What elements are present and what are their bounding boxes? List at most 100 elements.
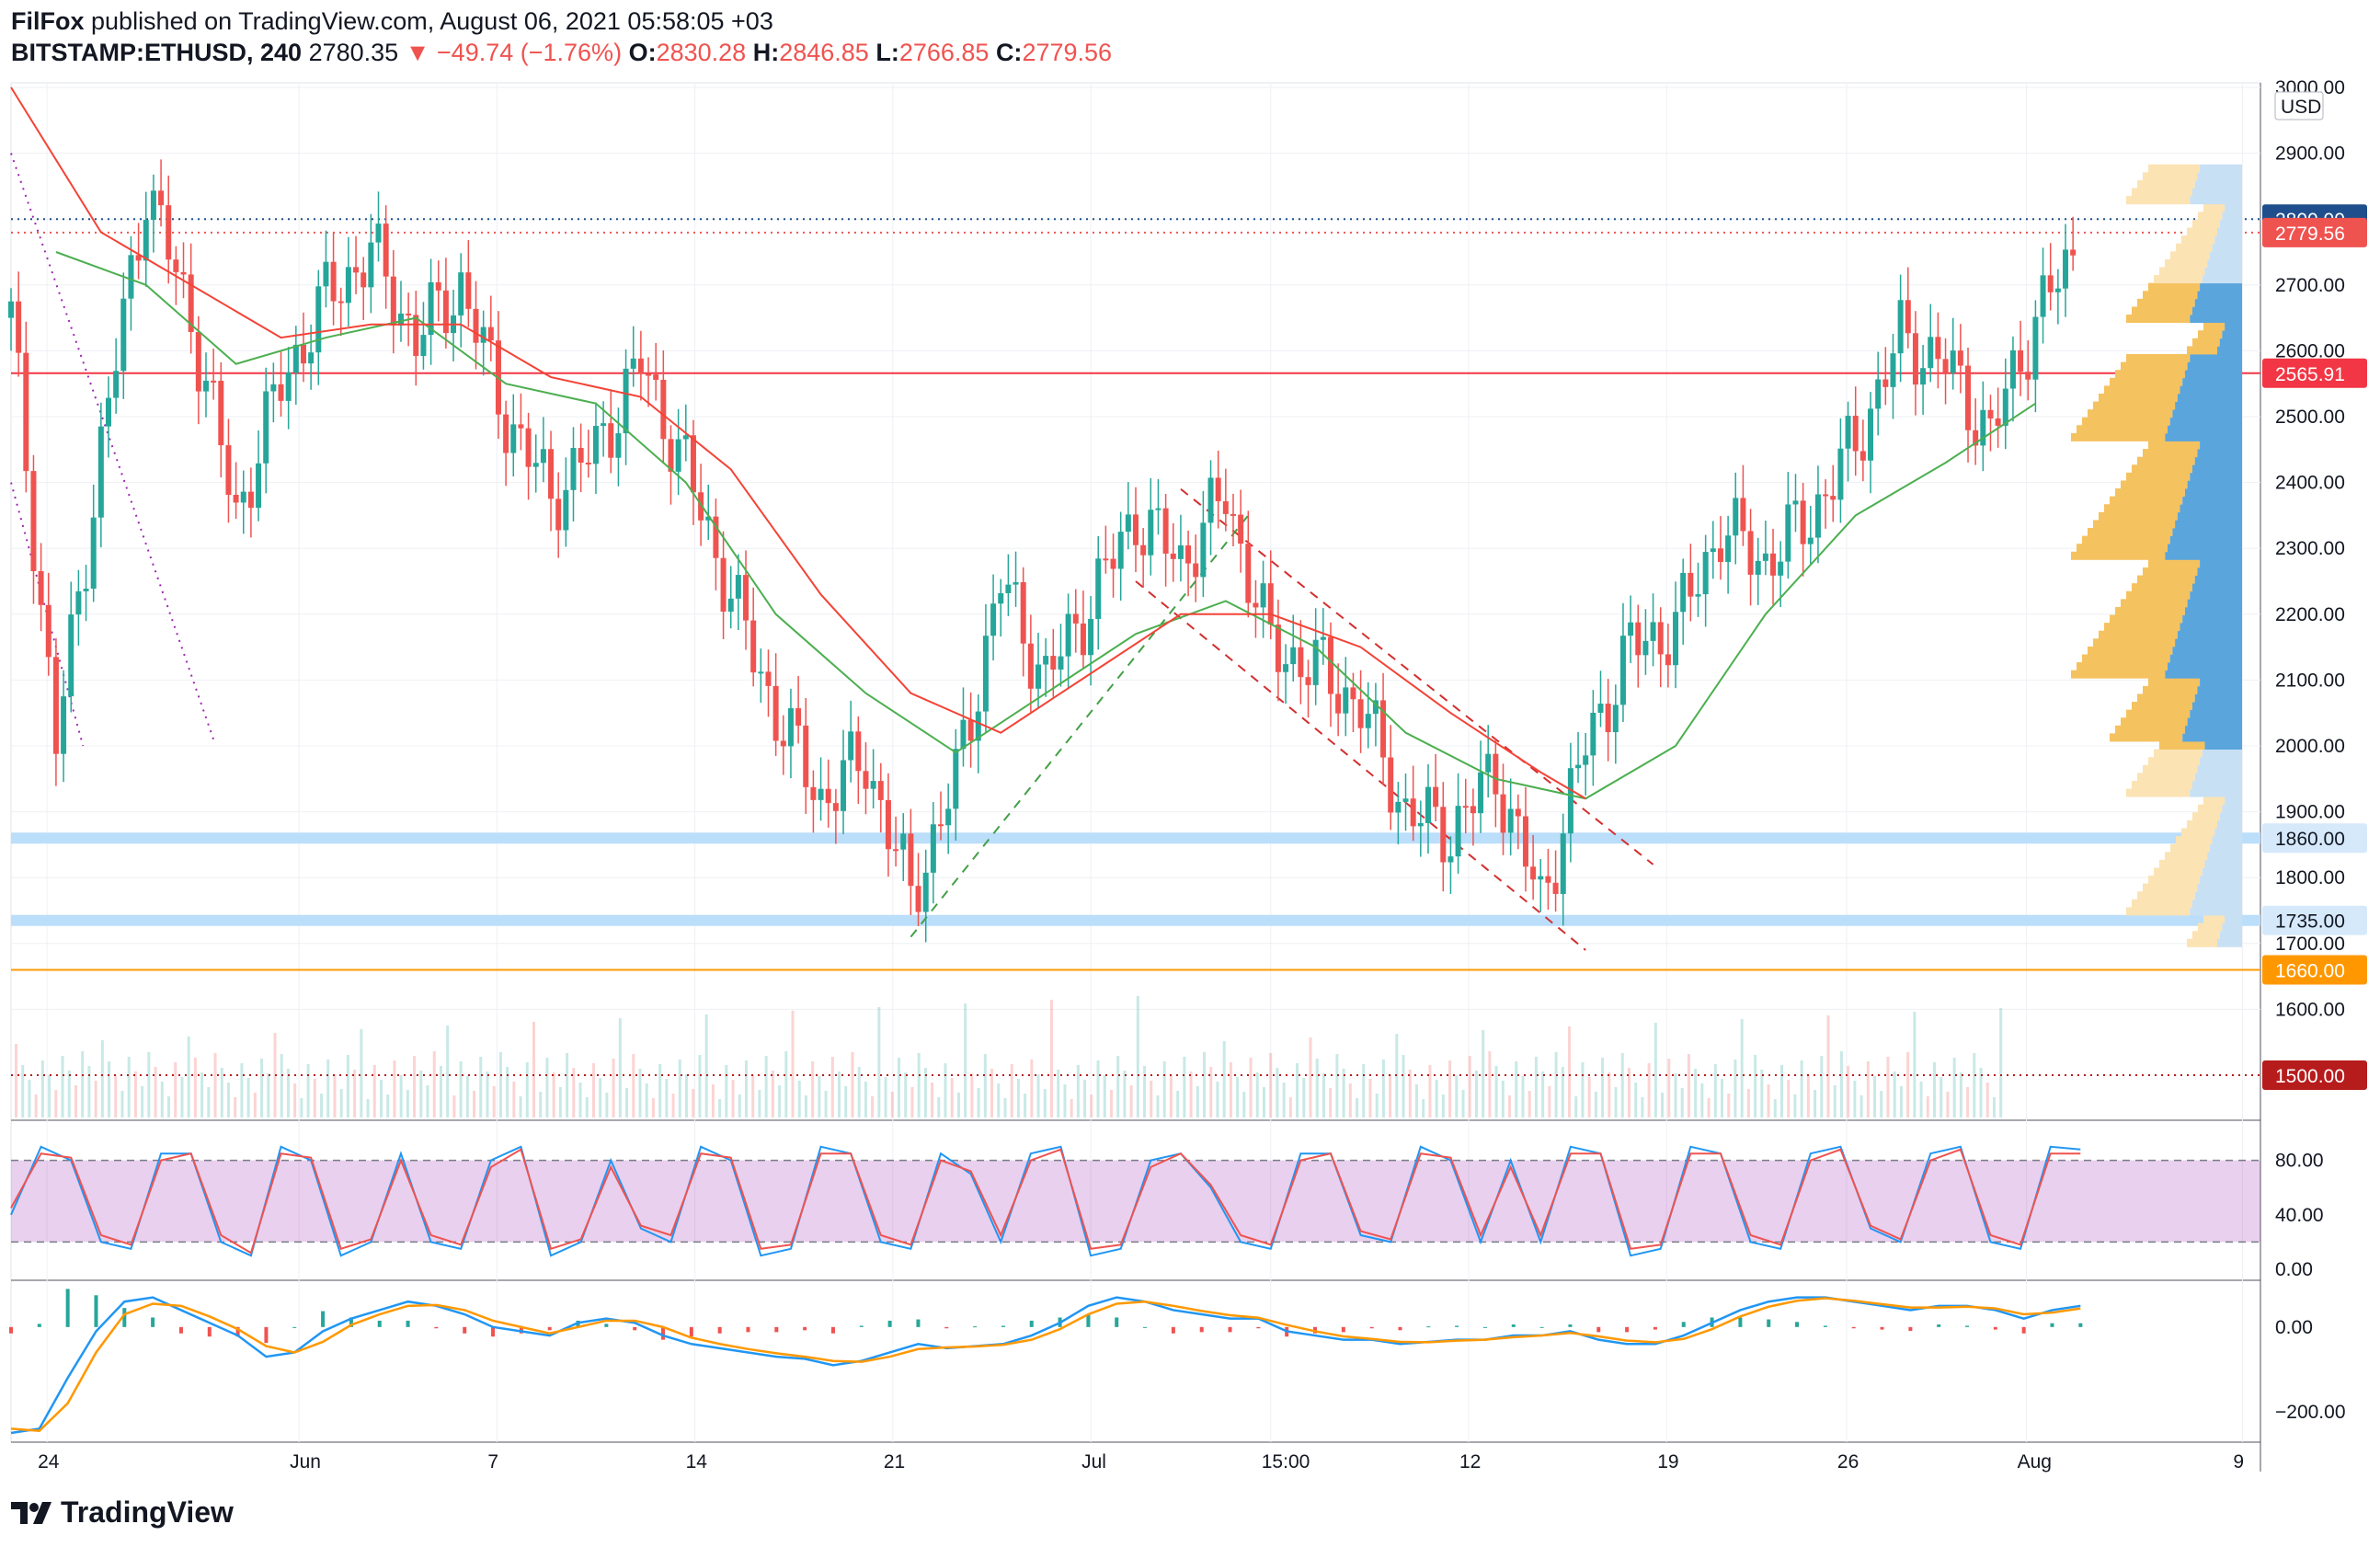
candle-body: [1920, 368, 1927, 385]
candle-body: [1500, 794, 1506, 833]
volume-bar: [1010, 1064, 1013, 1117]
volume-bar: [804, 1095, 807, 1117]
candle-body: [2063, 249, 2069, 289]
volume-profile-bar: [2143, 883, 2198, 892]
candle-body: [202, 380, 209, 392]
volume-bar: [1329, 1088, 1333, 1117]
volume-profile-bar: [2207, 258, 2242, 268]
volume-profile-bar: [2200, 678, 2242, 687]
volume-bar: [1414, 1084, 1418, 1117]
volume-bar: [1474, 1071, 1478, 1117]
volume-bar: [864, 1082, 867, 1117]
candle-body: [945, 808, 952, 826]
candle-body: [442, 290, 449, 334]
candle-body: [195, 331, 201, 392]
volume-bar: [1030, 1060, 1034, 1117]
candle-body: [1792, 500, 1799, 505]
volume-profile-bar: [2192, 702, 2242, 711]
macd-series-line: [10, 1297, 2081, 1432]
volume-profile-bar: [2190, 472, 2242, 481]
volume-profile-bar: [2209, 251, 2242, 260]
candle-body: [1148, 510, 1154, 556]
volume-profile-bar: [2104, 623, 2180, 632]
volume-profile-bar: [2192, 338, 2220, 347]
volume-bar: [990, 1069, 994, 1117]
candle-body: [1897, 300, 1904, 354]
macd-histogram-bar: [1596, 1326, 1601, 1333]
volume-profile-bar: [2165, 432, 2242, 441]
macd-histogram-bar: [207, 1326, 212, 1337]
volume-bar: [1090, 1094, 1093, 1117]
macd-histogram-bar: [1256, 1326, 1261, 1329]
candle-body: [1388, 757, 1394, 813]
price-level-label: 1660.00: [2275, 960, 2345, 981]
candle-body: [1462, 806, 1469, 808]
volume-bar: [234, 1097, 237, 1117]
candle-body: [1283, 664, 1289, 672]
candle-body: [487, 327, 494, 341]
time-tick-label: 21: [884, 1451, 905, 1473]
candle-body: [1650, 622, 1656, 641]
candle-body: [1957, 350, 1963, 366]
volume-bar: [67, 1071, 71, 1117]
candle-body: [758, 671, 764, 674]
volume-bar: [572, 1068, 576, 1117]
volume-profile-bar: [2184, 725, 2242, 734]
volume-bar: [1773, 1099, 1777, 1117]
author-name[interactable]: FilFox: [11, 7, 85, 35]
candle-body: [803, 725, 809, 787]
price-tick-label: 1700.00: [2275, 934, 2345, 955]
volume-bar: [393, 1060, 396, 1117]
volume-bar: [1793, 1094, 1797, 1117]
volume-bar: [950, 1078, 954, 1117]
volume-bar: [890, 1092, 894, 1117]
volume-bar: [193, 1058, 197, 1117]
volume-profile-bar: [2197, 685, 2242, 694]
volume-bar: [838, 1071, 841, 1117]
volume-profile-bar: [2217, 819, 2242, 829]
macd-histogram-bar: [2078, 1323, 2083, 1327]
volume-profile-bar: [2190, 590, 2242, 600]
volume-profile-bar: [2190, 353, 2242, 362]
volume-bar: [897, 1058, 900, 1117]
macd-histogram-bar: [1993, 1326, 1997, 1330]
candle-body: [1755, 560, 1761, 575]
volume-bar: [1024, 1094, 1027, 1117]
price-change: ▼ −49.74 (−1.76%): [405, 39, 623, 66]
macd-histogram-bar: [1455, 1325, 1459, 1327]
candle-body: [1965, 365, 1972, 430]
volume-bar: [1581, 1062, 1585, 1117]
volume-profile-bar: [2225, 915, 2242, 924]
candle-body: [893, 849, 899, 852]
volume-bar: [931, 1083, 934, 1117]
volume-bar: [784, 1051, 788, 1117]
volume-bar: [1508, 1095, 1512, 1117]
volume-bar: [406, 1090, 409, 1117]
candle-body: [1628, 622, 1634, 636]
volume-bar: [997, 1083, 1001, 1117]
candle-body: [1882, 379, 1889, 387]
volume-bar: [956, 1093, 960, 1117]
candle-body: [855, 731, 862, 772]
candle-body: [750, 620, 757, 673]
candle-body: [1343, 687, 1349, 714]
candle-body: [713, 516, 719, 558]
symbol-label[interactable]: BITSTAMP:ETHUSD, 240: [11, 39, 303, 66]
volume-bar: [40, 1060, 44, 1117]
candle-body: [1245, 544, 1252, 603]
volume-bar: [1441, 1094, 1445, 1117]
candle-body: [173, 259, 179, 272]
candle-body: [2018, 350, 2024, 372]
candle-body: [375, 223, 382, 243]
macd-histogram-bar: [1341, 1326, 1345, 1333]
candle-body: [1980, 409, 1986, 446]
volume-bar: [758, 1090, 761, 1117]
candle-body: [1103, 558, 1109, 561]
volume-bar: [15, 1044, 17, 1117]
candle-body: [660, 379, 667, 440]
candle-body: [1905, 300, 1911, 334]
candle-body: [900, 833, 907, 850]
macd-histogram-bar: [1171, 1326, 1175, 1334]
macd-histogram-bar: [1143, 1326, 1148, 1328]
